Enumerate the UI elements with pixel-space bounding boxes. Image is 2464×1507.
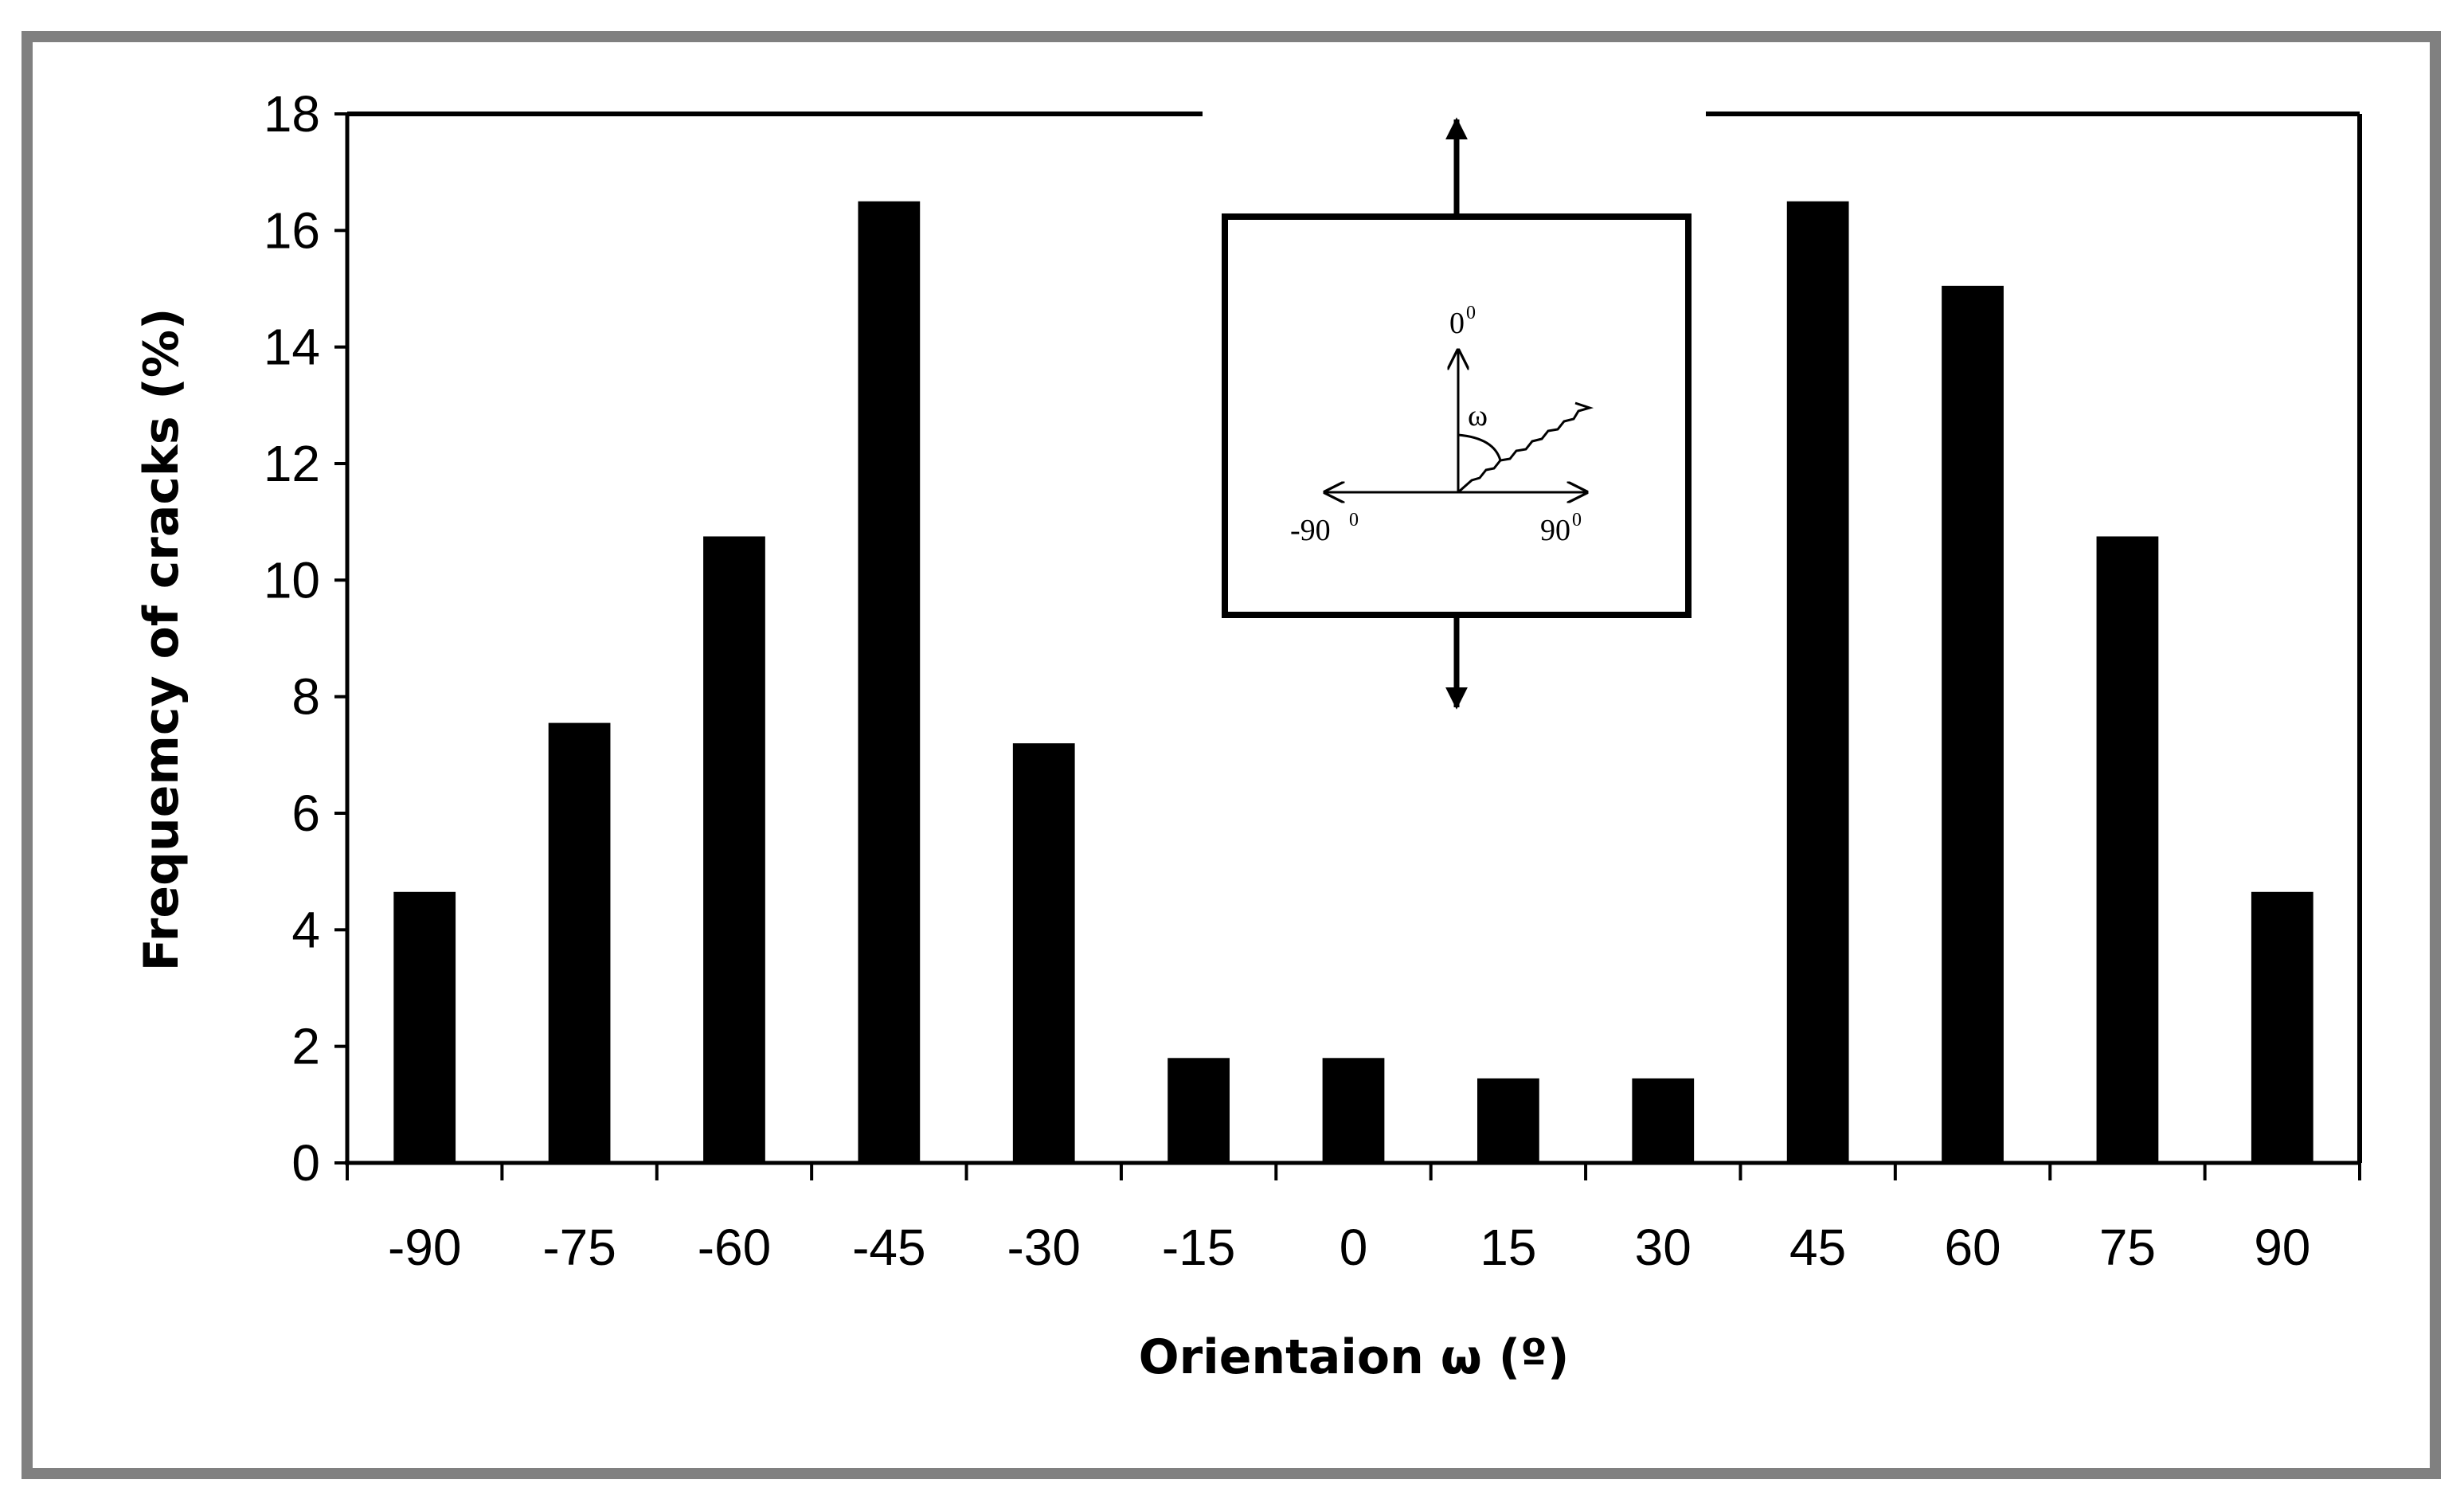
- inset-diagram: 0 0 ω -90 0 90 0: [1222, 117, 1692, 710]
- bar-90: [2251, 891, 2313, 1163]
- bars-group: [393, 201, 2313, 1163]
- bar-30: [1632, 1078, 1695, 1163]
- crack-path: [1457, 401, 1594, 494]
- specimen-box: [1222, 213, 1692, 618]
- y-tick-label: 4: [291, 901, 320, 958]
- inset-label-top: 0: [1449, 307, 1465, 340]
- x-tick-label: -30: [1007, 1219, 1081, 1276]
- bar--30: [1012, 743, 1075, 1163]
- x-tick-label: -45: [852, 1219, 926, 1276]
- y-tick-label: 2: [291, 1018, 320, 1075]
- bar-15: [1477, 1078, 1539, 1163]
- bar--90: [393, 891, 456, 1163]
- x-tick-label: 75: [2099, 1219, 2156, 1276]
- bar--45: [858, 201, 921, 1163]
- x-tick-label: 60: [1944, 1219, 2001, 1276]
- x-tick-label: 0: [1340, 1219, 1368, 1276]
- x-tick-label: -90: [388, 1219, 462, 1276]
- y-tick-label: 14: [264, 319, 320, 376]
- y-tick-label: 18: [264, 85, 320, 143]
- inset-label-top-sup: 0: [1466, 303, 1476, 323]
- x-tick-label: 30: [1635, 1219, 1692, 1276]
- bar--75: [548, 722, 611, 1163]
- bar-0: [1322, 1058, 1385, 1163]
- y-tick-label: 12: [264, 435, 320, 492]
- inset-label-left-sup: 0: [1349, 510, 1359, 530]
- inset-label-left: -90: [1290, 514, 1331, 547]
- y-tick-label: 10: [264, 551, 320, 609]
- y-tick-label: 6: [291, 785, 320, 842]
- x-ticks-group: -90 -75 -60 -45 -30 -15 0 15 30 45 60 75 90: [346, 1163, 2361, 1276]
- y-axis-title: Frequemcy of cracks (%): [134, 308, 190, 972]
- inset-label-right: 90: [1540, 514, 1570, 547]
- omega-angle-arc: [1457, 433, 1502, 461]
- bar--60: [703, 536, 765, 1163]
- inset-label-right-sup: 0: [1572, 510, 1582, 530]
- bar-75: [2096, 536, 2159, 1163]
- x-tick-label: -15: [1162, 1219, 1236, 1276]
- x-tick-label: 90: [2254, 1219, 2310, 1276]
- x-tick-label: -75: [542, 1219, 616, 1276]
- inset-label-omega: ω: [1468, 399, 1488, 433]
- bar--15: [1167, 1058, 1230, 1163]
- y-tick-label: 8: [291, 668, 320, 726]
- y-ticks-group: 0 2 4 6 8 10 12 14 16 18: [264, 85, 347, 1192]
- bar-60: [1942, 285, 2004, 1163]
- x-tick-label: -60: [698, 1219, 772, 1276]
- x-tick-label: 15: [1480, 1219, 1536, 1276]
- y-tick-label: 16: [264, 202, 320, 259]
- x-axis-title: Orientaion ω (º): [1139, 1329, 1570, 1385]
- bar-45: [1786, 201, 1849, 1163]
- y-tick-label: 0: [291, 1134, 320, 1192]
- plot-area-border: [347, 112, 2362, 1163]
- x-tick-label: 45: [1789, 1219, 1846, 1276]
